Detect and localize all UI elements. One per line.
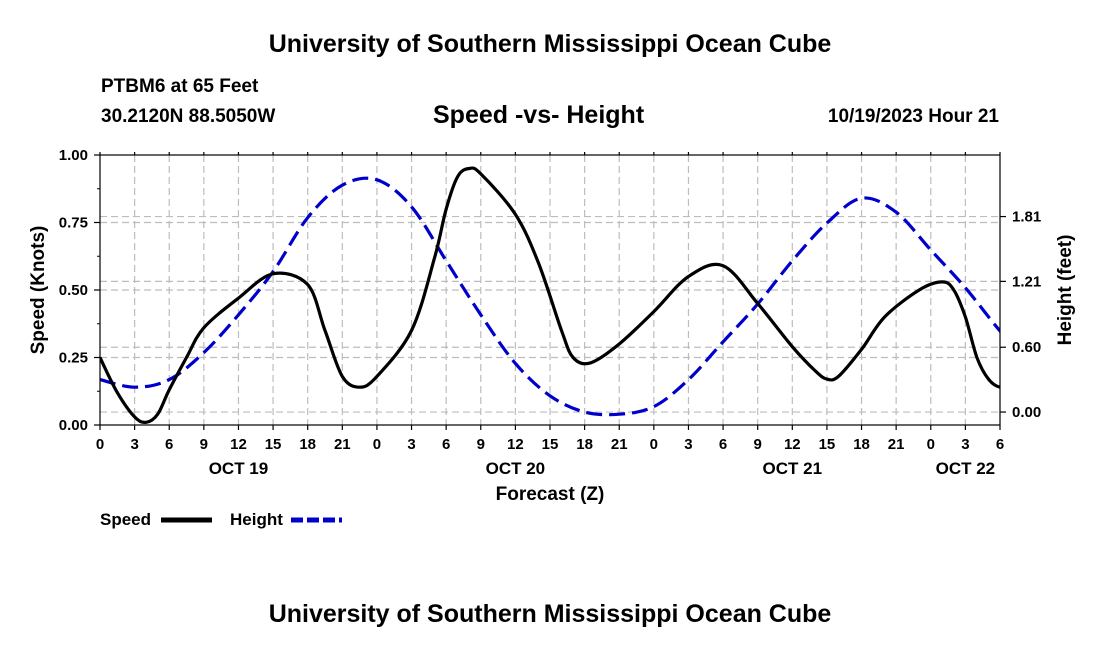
x-tick-label: 6 — [719, 436, 727, 453]
y-tick-label: 0.00 — [59, 417, 88, 434]
chart-series — [100, 166, 1000, 425]
x-tick-label: 9 — [477, 436, 485, 453]
y2-tick-label: 0.00 — [1012, 404, 1041, 421]
x-tick-label: 21 — [334, 436, 351, 453]
forecast-timestamp: 10/19/2023 Hour 21 — [827, 106, 999, 127]
y2-tick-label: 0.60 — [1012, 339, 1041, 356]
x-tick-label: 9 — [754, 436, 762, 453]
y2-tick-label: 1.81 — [1012, 209, 1041, 226]
x-tick-label: 15 — [265, 436, 282, 453]
footer-title: University of Southern Mississippi Ocean… — [268, 600, 832, 628]
x-tick-label: 15 — [542, 436, 559, 453]
x-tick-label: 3 — [684, 436, 692, 453]
x-tick-label: 0 — [650, 436, 658, 453]
x-date-label: OCT 21 — [763, 459, 823, 478]
x-date-label: OCT 20 — [486, 459, 546, 478]
y-tick-label: 0.25 — [59, 350, 88, 367]
x-axis-title: Forecast (Z) — [496, 484, 605, 505]
series-line-height — [100, 176, 1000, 417]
x-tick-label: 12 — [507, 436, 524, 453]
legend-label-speed: Speed — [100, 510, 151, 529]
y-tick-label: 1.00 — [59, 147, 88, 164]
x-tick-label: 3 — [961, 436, 969, 453]
x-tick-label: 0 — [927, 436, 935, 453]
x-tick-label: 6 — [996, 436, 1004, 453]
x-tick-label: 6 — [165, 436, 173, 453]
y-axis-title: Speed (Knots) — [28, 226, 49, 355]
legend-label-height: Height — [230, 510, 283, 529]
chart-axes: 0 3 6 9 12 15 18 21 0 3 6 9 12 15 18 21 0 3 6 9 12 15 18 21 0 3 6O… — [59, 147, 1041, 478]
x-tick-label: 3 — [130, 436, 138, 453]
main-title: University of Southern Mississippi Ocean… — [268, 30, 832, 58]
chart-grid — [100, 155, 1000, 425]
y-tick-label: 0.50 — [59, 282, 88, 299]
station-coordinates: 30.2120N 88.5050W — [101, 106, 276, 127]
x-tick-label: 12 — [230, 436, 247, 453]
x-date-label: OCT 19 — [209, 459, 269, 478]
x-tick-label: 0 — [373, 436, 381, 453]
x-tick-label: 0 — [96, 436, 104, 453]
x-tick-label: 12 — [784, 436, 801, 453]
x-tick-label: 9 — [200, 436, 208, 453]
y2-tick-label: 1.21 — [1012, 273, 1041, 290]
x-tick-label: 3 — [407, 436, 415, 453]
y-tick-label: 0.75 — [59, 215, 88, 232]
station-label: PTBM6 at 65 Feet — [101, 76, 259, 97]
chart-subtitle: Speed -vs- Height — [433, 101, 645, 129]
x-tick-label: 18 — [576, 436, 593, 453]
x-tick-label: 6 — [442, 436, 450, 453]
x-date-label: OCT 22 — [936, 459, 996, 478]
x-tick-label: 15 — [819, 436, 836, 453]
x-tick-label: 21 — [611, 436, 628, 453]
y2-axis-title: Height (feet) — [1055, 235, 1076, 346]
x-tick-label: 21 — [888, 436, 905, 453]
x-tick-label: 18 — [299, 436, 316, 453]
chart-legend: Speed Height — [100, 510, 342, 529]
x-tick-label: 18 — [853, 436, 870, 453]
series-line-speed — [100, 166, 1000, 425]
